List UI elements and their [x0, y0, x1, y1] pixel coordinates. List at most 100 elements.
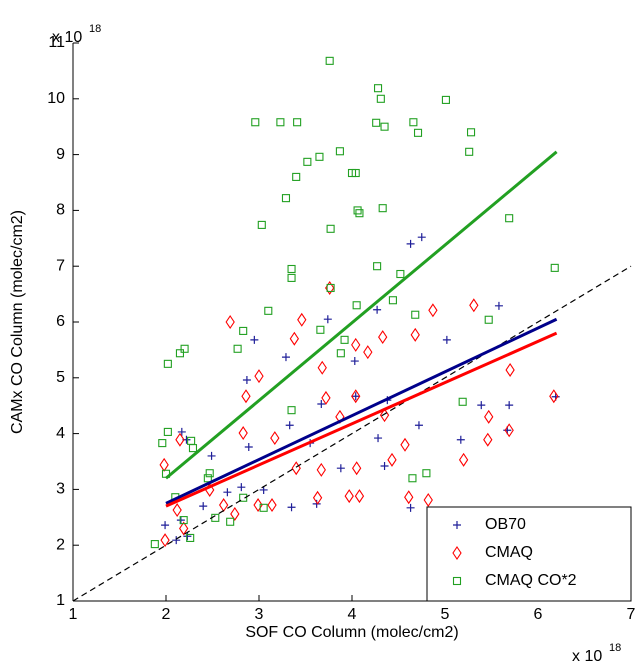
point [388, 296, 397, 305]
legend-label: OB70 [485, 516, 526, 533]
point [281, 194, 291, 203]
point [293, 118, 302, 127]
point [423, 493, 433, 507]
point [163, 359, 172, 368]
point [351, 168, 360, 178]
x-multiplier: x 10 [572, 648, 602, 665]
point [187, 436, 196, 445]
y-tick-label: 9 [56, 146, 65, 163]
y-tick-label: 11 [48, 34, 65, 51]
point [188, 444, 198, 453]
point [483, 432, 493, 447]
point [505, 401, 514, 410]
point [158, 439, 167, 448]
point [175, 432, 185, 447]
point [410, 327, 420, 342]
point [254, 369, 264, 384]
point [351, 389, 361, 404]
point [267, 498, 277, 513]
point [335, 147, 344, 156]
fit-line [165, 150, 558, 480]
point [205, 469, 214, 478]
legend-marker [453, 521, 461, 529]
point [344, 489, 354, 504]
point [163, 427, 172, 436]
point [351, 392, 360, 401]
point [172, 536, 181, 545]
point [442, 335, 451, 344]
y-tick-label: 3 [56, 481, 65, 498]
point [239, 493, 248, 502]
point [404, 490, 414, 505]
point [316, 325, 325, 334]
point [355, 209, 364, 218]
point [477, 401, 486, 410]
point [411, 310, 420, 319]
point [417, 233, 426, 242]
point [413, 128, 423, 137]
point [378, 204, 387, 213]
y-tick-label: 2 [56, 536, 65, 553]
legend-marker [452, 546, 462, 560]
point [241, 389, 251, 404]
point [408, 474, 417, 483]
point [458, 397, 467, 406]
point [270, 431, 280, 446]
point [250, 335, 259, 344]
point [150, 540, 159, 549]
point [456, 435, 465, 444]
y-tick-label: 8 [56, 202, 65, 219]
point [287, 406, 296, 415]
point [179, 521, 189, 536]
point [326, 283, 335, 293]
point [218, 498, 229, 513]
point [505, 362, 515, 377]
x-tick-label: 2 [162, 606, 171, 623]
x-tick-label: 6 [534, 606, 543, 623]
point [400, 437, 410, 452]
point [378, 330, 388, 345]
point [297, 312, 307, 327]
point [340, 335, 349, 344]
point [317, 360, 327, 375]
point [484, 315, 493, 324]
point [160, 533, 170, 548]
point [315, 152, 324, 161]
point [484, 409, 494, 424]
point [351, 337, 361, 352]
legend-label: CMAQ CO*2 [485, 572, 577, 589]
legend-marker [452, 576, 462, 586]
point [406, 239, 415, 248]
point [244, 442, 253, 451]
point [323, 315, 332, 324]
point [422, 469, 431, 478]
point [292, 172, 301, 181]
point [161, 521, 170, 530]
point [276, 118, 285, 127]
point [466, 128, 476, 137]
y-tick-label: 10 [47, 90, 65, 107]
point [251, 118, 260, 127]
point [353, 206, 362, 215]
point [465, 147, 474, 156]
point [172, 503, 182, 518]
point [409, 118, 418, 127]
point [458, 452, 469, 467]
x-axis-label: SOF CO Column (molec/cm2) [245, 624, 458, 641]
series [159, 280, 559, 548]
point [175, 349, 184, 358]
point [223, 488, 232, 497]
point [230, 506, 240, 521]
legend-box [426, 506, 632, 602]
point [159, 457, 169, 472]
x-tick-label: 5 [441, 606, 450, 623]
point [326, 224, 335, 233]
series [161, 233, 560, 545]
series [150, 56, 559, 549]
point [374, 434, 383, 443]
x-tick-label: 4 [348, 606, 357, 623]
point [550, 263, 559, 272]
y-tick-label: 1 [56, 592, 65, 609]
point [289, 331, 300, 346]
